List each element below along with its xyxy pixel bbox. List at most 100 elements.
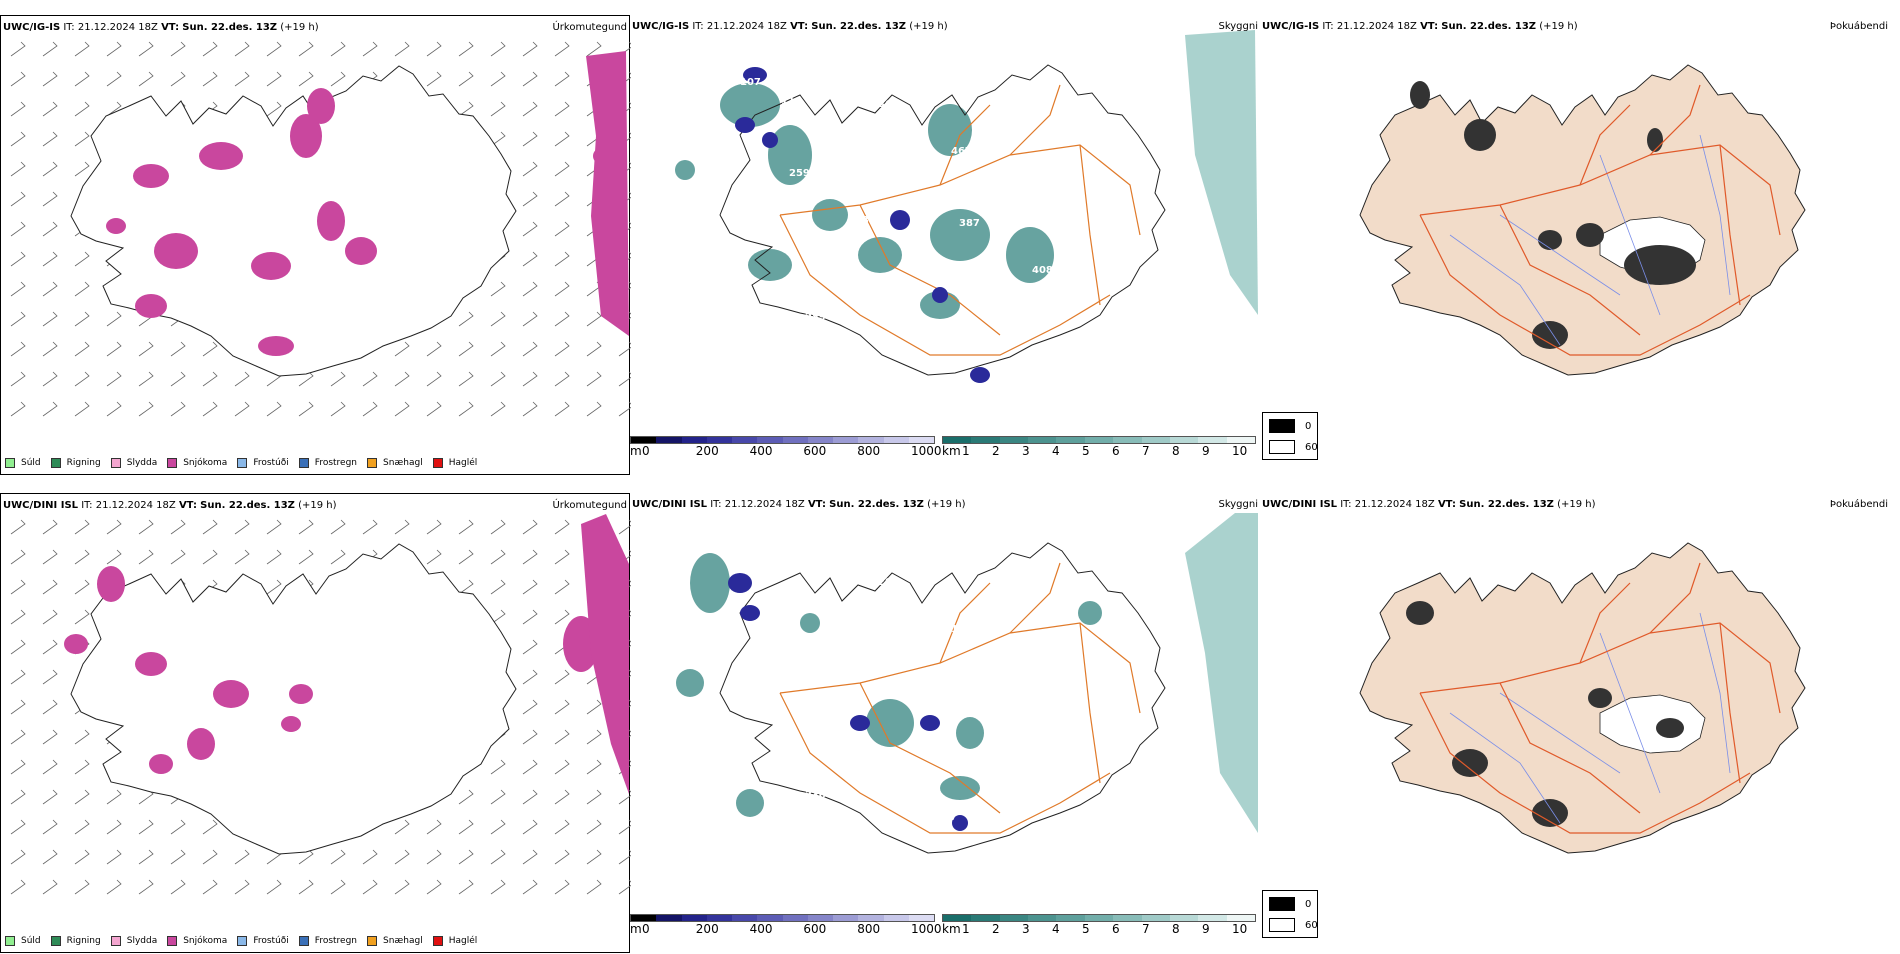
fog-swatch-0 <box>1269 419 1295 433</box>
wind-barb-232 <box>394 849 410 865</box>
panel-title: UWC/IG-IS IT: 21.12.2024 18Z VT: Sun. 22… <box>1262 21 1578 32</box>
colorbar-tick: 200 <box>695 444 719 458</box>
road-1 <box>779 214 1111 356</box>
colorbar-tick: 400 <box>749 922 773 936</box>
fog-area-0 <box>1452 749 1488 777</box>
wind-barb-259 <box>618 879 631 895</box>
road-3 <box>1579 582 1631 664</box>
wind-barb-42 <box>74 579 90 595</box>
wind-barb-26 <box>202 549 218 565</box>
wind-barb-75 <box>490 131 506 147</box>
colorbar-step <box>681 915 707 921</box>
colorbar-step <box>631 437 657 443</box>
colorbar-step <box>1198 915 1227 921</box>
colorbar-step <box>999 437 1029 443</box>
wind-barb-178 <box>586 759 602 775</box>
wind-barb-54 <box>458 579 474 595</box>
wind-barb-161 <box>42 281 58 297</box>
colorbar-tick: 6 <box>1112 444 1120 458</box>
wind-barb-197 <box>554 789 570 805</box>
wind-barb-1 <box>42 519 58 535</box>
wind-barb-243 <box>106 401 122 417</box>
wind-barb-0 <box>10 519 26 535</box>
wind-barb-175 <box>490 281 506 297</box>
cloud-base-label: 467 <box>951 146 972 157</box>
road-4 <box>1649 84 1701 156</box>
wind-barb-9 <box>298 519 314 535</box>
wind-barb-233 <box>426 849 442 865</box>
colorbar-step <box>883 915 909 921</box>
wind-barb-238 <box>586 849 602 865</box>
wind-barb-201 <box>42 341 58 357</box>
wind-barb-235 <box>490 849 506 865</box>
road-2 <box>1499 682 1641 814</box>
cloud-base-label: 457 <box>886 171 907 182</box>
legend-item: Rigning <box>50 458 101 468</box>
wind-barb-117 <box>554 669 570 685</box>
colorbar-tick: 1 <box>962 922 970 936</box>
colorbar-step <box>999 915 1029 921</box>
cloud-base-area-3 <box>920 715 940 731</box>
wind-barb-240 <box>10 401 26 417</box>
wind-barb-234 <box>458 849 474 865</box>
fog-swatch-1 <box>1269 918 1295 932</box>
cloud-base-label: 32 <box>1008 309 1022 320</box>
snow-area-2 <box>133 164 169 188</box>
wind-barb-160 <box>10 281 26 297</box>
wind-barb-230 <box>330 371 346 387</box>
wind-barb-197 <box>554 311 570 327</box>
fog-area-1 <box>1588 688 1612 708</box>
wind-barb-48 <box>266 101 282 117</box>
wind-barb-239 <box>618 371 631 387</box>
wind-barb-33 <box>426 71 442 87</box>
wind-barb-195 <box>490 311 506 327</box>
wind-barb-180 <box>10 789 26 805</box>
legend-item: Slydda <box>110 458 157 468</box>
fog-legend: 0 60 <box>1262 412 1318 460</box>
wind-barb-216 <box>522 341 538 357</box>
wind-barb-76 <box>522 609 538 625</box>
colorbar-unit: km <box>942 922 961 936</box>
wind-barb-226 <box>202 371 218 387</box>
legend-swatch <box>167 458 178 468</box>
low-visibility-area-6 <box>1078 601 1102 625</box>
wind-barb-236 <box>522 371 538 387</box>
wind-barb-15 <box>490 41 506 57</box>
wind-barb-137 <box>554 699 570 715</box>
wind-barb-245 <box>170 401 186 417</box>
wind-barb-10 <box>330 41 346 57</box>
colorbar-step <box>833 437 859 443</box>
colorbar-tick: 0 <box>642 922 650 936</box>
snow-area-4 <box>251 252 291 280</box>
wind-barb-233 <box>426 371 442 387</box>
legend-item: Rigning <box>50 936 101 946</box>
colorbar-tick: 0 <box>642 444 650 458</box>
wind-barb-157 <box>554 251 570 267</box>
wind-barb-12 <box>394 519 410 535</box>
wind-barb-257 <box>554 879 570 895</box>
legend-label: Frostregn <box>314 936 358 946</box>
wind-barb-232 <box>394 371 410 387</box>
legend-label: Snæhagl <box>383 458 423 468</box>
wind-barb-162 <box>74 759 90 775</box>
panel-title: UWC/IG-IS IT: 21.12.2024 18Z VT: Sun. 22… <box>3 22 319 33</box>
wind-barb-244 <box>138 879 154 895</box>
wind-barb-253 <box>426 401 442 417</box>
wind-barb-81 <box>42 161 58 177</box>
colorbar-tick: 4 <box>1052 922 1060 936</box>
wind-barb-162 <box>74 281 90 297</box>
wind-barb-97 <box>554 161 570 177</box>
panel-title: UWC/DINI ISL IT: 21.12.2024 18Z VT: Sun.… <box>632 499 966 510</box>
wind-barb-183 <box>106 789 122 805</box>
wind-barb-205 <box>170 341 186 357</box>
road-3 <box>939 104 991 186</box>
visibility-band <box>1185 30 1258 315</box>
wind-barb-248 <box>266 879 282 895</box>
wind-barb-204 <box>138 819 154 835</box>
river-3 <box>1449 234 1561 346</box>
wind-barb-224 <box>138 371 154 387</box>
colorbar-tick: 200 <box>695 922 719 936</box>
wind-barb-116 <box>522 191 538 207</box>
wind-barb-62 <box>74 131 90 147</box>
wind-barb-60 <box>10 609 26 625</box>
